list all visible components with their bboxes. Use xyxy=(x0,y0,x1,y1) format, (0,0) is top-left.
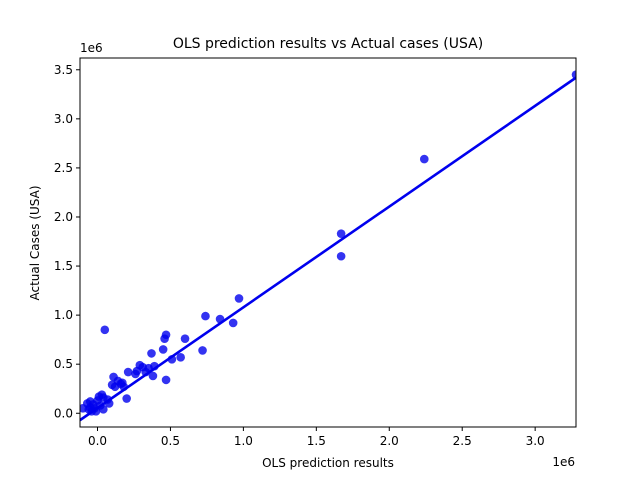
data-point xyxy=(161,375,171,385)
data-point xyxy=(161,330,171,340)
data-point xyxy=(336,251,346,261)
y-axis-offset-label: 1e6 xyxy=(80,41,103,55)
data-point xyxy=(91,406,101,416)
x-tick-label: 2.5 xyxy=(453,434,472,448)
x-tick-label: 1.5 xyxy=(307,434,326,448)
data-point xyxy=(99,405,108,414)
x-axis-offset-label: 1e6 xyxy=(552,455,575,469)
x-tick-label: 0.5 xyxy=(161,434,180,448)
data-point xyxy=(100,325,110,335)
data-point xyxy=(228,318,238,328)
data-point xyxy=(104,399,114,408)
x-tick-label: 2.0 xyxy=(380,434,399,448)
data-point xyxy=(336,229,346,238)
data-point xyxy=(419,154,429,164)
data-point xyxy=(147,349,156,358)
y-tick-label: 2.0 xyxy=(54,210,73,224)
x-axis-title: OLS prediction results xyxy=(262,456,394,470)
x-tick-label: 1.0 xyxy=(234,434,253,448)
data-point xyxy=(571,70,576,79)
data-point xyxy=(123,367,133,377)
data-point xyxy=(158,345,168,354)
y-tick-label: 3.0 xyxy=(54,112,73,126)
data-point xyxy=(215,314,225,324)
regression-line xyxy=(80,76,576,422)
x-tick-label: 0.0 xyxy=(88,434,107,448)
data-point xyxy=(201,311,210,321)
data-point xyxy=(198,346,207,355)
plot-frame xyxy=(79,57,577,428)
chart-title: OLS prediction results vs Actual cases (… xyxy=(173,36,483,52)
x-tick-label: 3.0 xyxy=(526,434,545,448)
data-point xyxy=(234,294,244,303)
y-tick-label: 1.0 xyxy=(54,308,73,322)
data-point xyxy=(148,371,158,381)
y-tick-label: 3.5 xyxy=(54,63,73,77)
data-point xyxy=(122,394,131,403)
y-tick-label: 1.5 xyxy=(54,259,73,273)
y-tick-label: 2.5 xyxy=(54,161,73,175)
data-point xyxy=(119,382,129,392)
y-tick-label: 0.5 xyxy=(54,357,73,371)
data-point xyxy=(167,354,177,364)
y-axis-title: Actual Cases (USA) xyxy=(28,185,42,300)
y-tick-label: 0.0 xyxy=(54,406,73,420)
data-point xyxy=(176,353,185,362)
data-point xyxy=(150,361,159,371)
data-point xyxy=(180,334,190,343)
